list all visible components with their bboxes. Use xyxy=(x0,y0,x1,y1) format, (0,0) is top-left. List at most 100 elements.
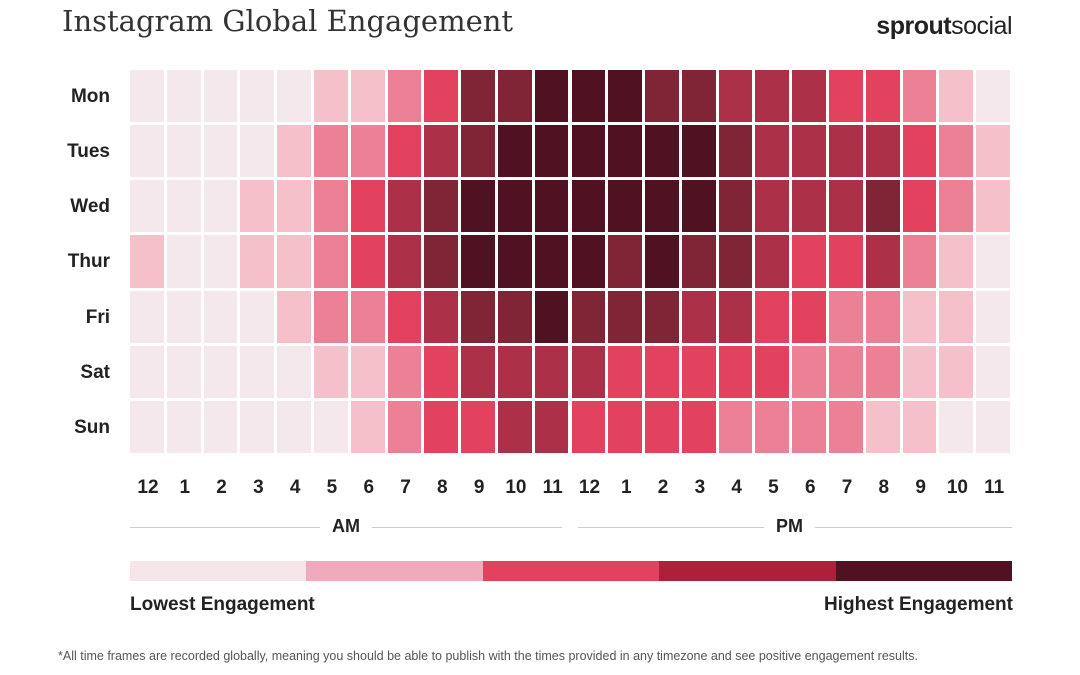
heatmap-cell xyxy=(645,125,679,178)
heatmap-cell xyxy=(240,125,275,178)
heatmap-cell xyxy=(939,125,974,178)
heatmap-cell xyxy=(976,400,1010,453)
heatmap-cell xyxy=(608,70,643,123)
heatmap-cell xyxy=(166,70,201,123)
heatmap-cell xyxy=(865,290,900,343)
heatmap-cell xyxy=(387,345,422,398)
heatmap-cell xyxy=(645,70,679,123)
heatmap-cell xyxy=(350,290,385,343)
heatmap-cell xyxy=(203,290,238,343)
heatmap-cell xyxy=(571,235,606,288)
heatmap-cell xyxy=(645,400,679,453)
heatmap-cell xyxy=(865,235,900,288)
heatmap-cell xyxy=(461,70,495,123)
heatmap-cell xyxy=(166,180,201,233)
chart-title: Instagram Global Engagement xyxy=(62,4,514,38)
heatmap-cell xyxy=(424,345,459,398)
heatmap-cell xyxy=(792,290,827,343)
heatmap-cell xyxy=(240,235,275,288)
x-tick-label: 5 xyxy=(326,477,338,498)
heatmap-cell xyxy=(976,345,1010,398)
sproutsocial-logo: sproutsocial xyxy=(876,12,1012,41)
heatmap-cell xyxy=(865,345,900,398)
heatmap-cell xyxy=(350,400,385,453)
heatmap-cell xyxy=(313,70,348,123)
x-tick-label: 9 xyxy=(473,477,485,498)
x-tick-label: 8 xyxy=(878,477,890,498)
heatmap-cell xyxy=(718,400,753,453)
heatmap-cell xyxy=(571,180,606,233)
heatmap-cell xyxy=(792,345,827,398)
heatmap-cell xyxy=(571,290,606,343)
heatmap-cell xyxy=(681,235,716,288)
heatmap-cell xyxy=(461,400,495,453)
heatmap-cell xyxy=(240,400,275,453)
heatmap-cell xyxy=(608,235,643,288)
heatmap-cell xyxy=(755,400,790,453)
heatmap-cell xyxy=(571,400,606,453)
heatmap-cell xyxy=(240,345,275,398)
heatmap-cell xyxy=(534,400,569,453)
legend-swatch xyxy=(482,561,660,581)
heatmap-cell xyxy=(387,180,422,233)
heatmap-cell xyxy=(976,180,1010,233)
heatmap-cell xyxy=(461,345,495,398)
heatmap-cell xyxy=(130,290,164,343)
heatmap-cell xyxy=(130,125,164,178)
x-tick-label: 4 xyxy=(731,477,742,498)
heatmap-cell xyxy=(645,290,679,343)
heatmap-cell xyxy=(424,290,459,343)
heatmap-cell xyxy=(277,235,311,288)
heatmap-cell xyxy=(865,70,900,123)
heatmap-cell xyxy=(718,70,753,123)
heatmap-cell xyxy=(792,400,827,453)
heatmap-cell xyxy=(571,70,606,123)
heatmap-cell xyxy=(755,290,790,343)
x-tick-label: 2 xyxy=(657,477,669,498)
heatmap-cell xyxy=(608,290,643,343)
heatmap-cell xyxy=(277,180,311,233)
heatmap-cell xyxy=(681,70,716,123)
x-tick-label: 12 xyxy=(137,477,159,498)
heatmap-cell xyxy=(277,125,311,178)
heatmap-cell xyxy=(792,125,827,178)
am-label: AM xyxy=(320,516,372,537)
heatmap-cell xyxy=(681,400,716,453)
heatmap-cell xyxy=(608,125,643,178)
heatmap-cell xyxy=(166,400,201,453)
heatmap-cell xyxy=(718,180,753,233)
x-tick-label: 6 xyxy=(363,477,375,498)
logo-bold: sprout xyxy=(876,12,952,40)
heatmap-cell xyxy=(902,70,937,123)
heatmap-cell xyxy=(829,235,863,288)
heatmap-cell xyxy=(829,345,863,398)
heatmap-cell xyxy=(718,345,753,398)
heatmap-cell xyxy=(718,290,753,343)
heatmap-cell xyxy=(350,70,385,123)
heatmap-cell xyxy=(387,290,422,343)
heatmap-cell xyxy=(313,345,348,398)
heatmap-cell xyxy=(277,345,311,398)
heatmap-cell xyxy=(240,290,275,343)
heatmap-cell xyxy=(350,180,385,233)
heatmap-cell xyxy=(313,290,348,343)
row-label: Fri xyxy=(85,306,110,328)
heatmap-cell xyxy=(313,180,348,233)
legend-swatch xyxy=(659,561,836,581)
heatmap-cell xyxy=(976,125,1010,178)
legend-high-label: Highest Engagement xyxy=(824,594,1013,615)
logo-light: social xyxy=(951,12,1012,40)
row-label: Wed xyxy=(70,196,110,218)
heatmap-cell xyxy=(755,70,790,123)
heatmap-cell xyxy=(203,125,238,178)
heatmap-cell xyxy=(424,125,459,178)
x-tick-label: 2 xyxy=(216,477,227,498)
heatmap-cell xyxy=(130,235,164,288)
heatmap-cell xyxy=(865,400,900,453)
heatmap-cell xyxy=(608,345,643,398)
heatmap-cell xyxy=(571,125,606,178)
heatmap-cell xyxy=(939,345,974,398)
heatmap-cell xyxy=(461,180,495,233)
heatmap-cell xyxy=(166,345,201,398)
heatmap-cell xyxy=(203,345,238,398)
